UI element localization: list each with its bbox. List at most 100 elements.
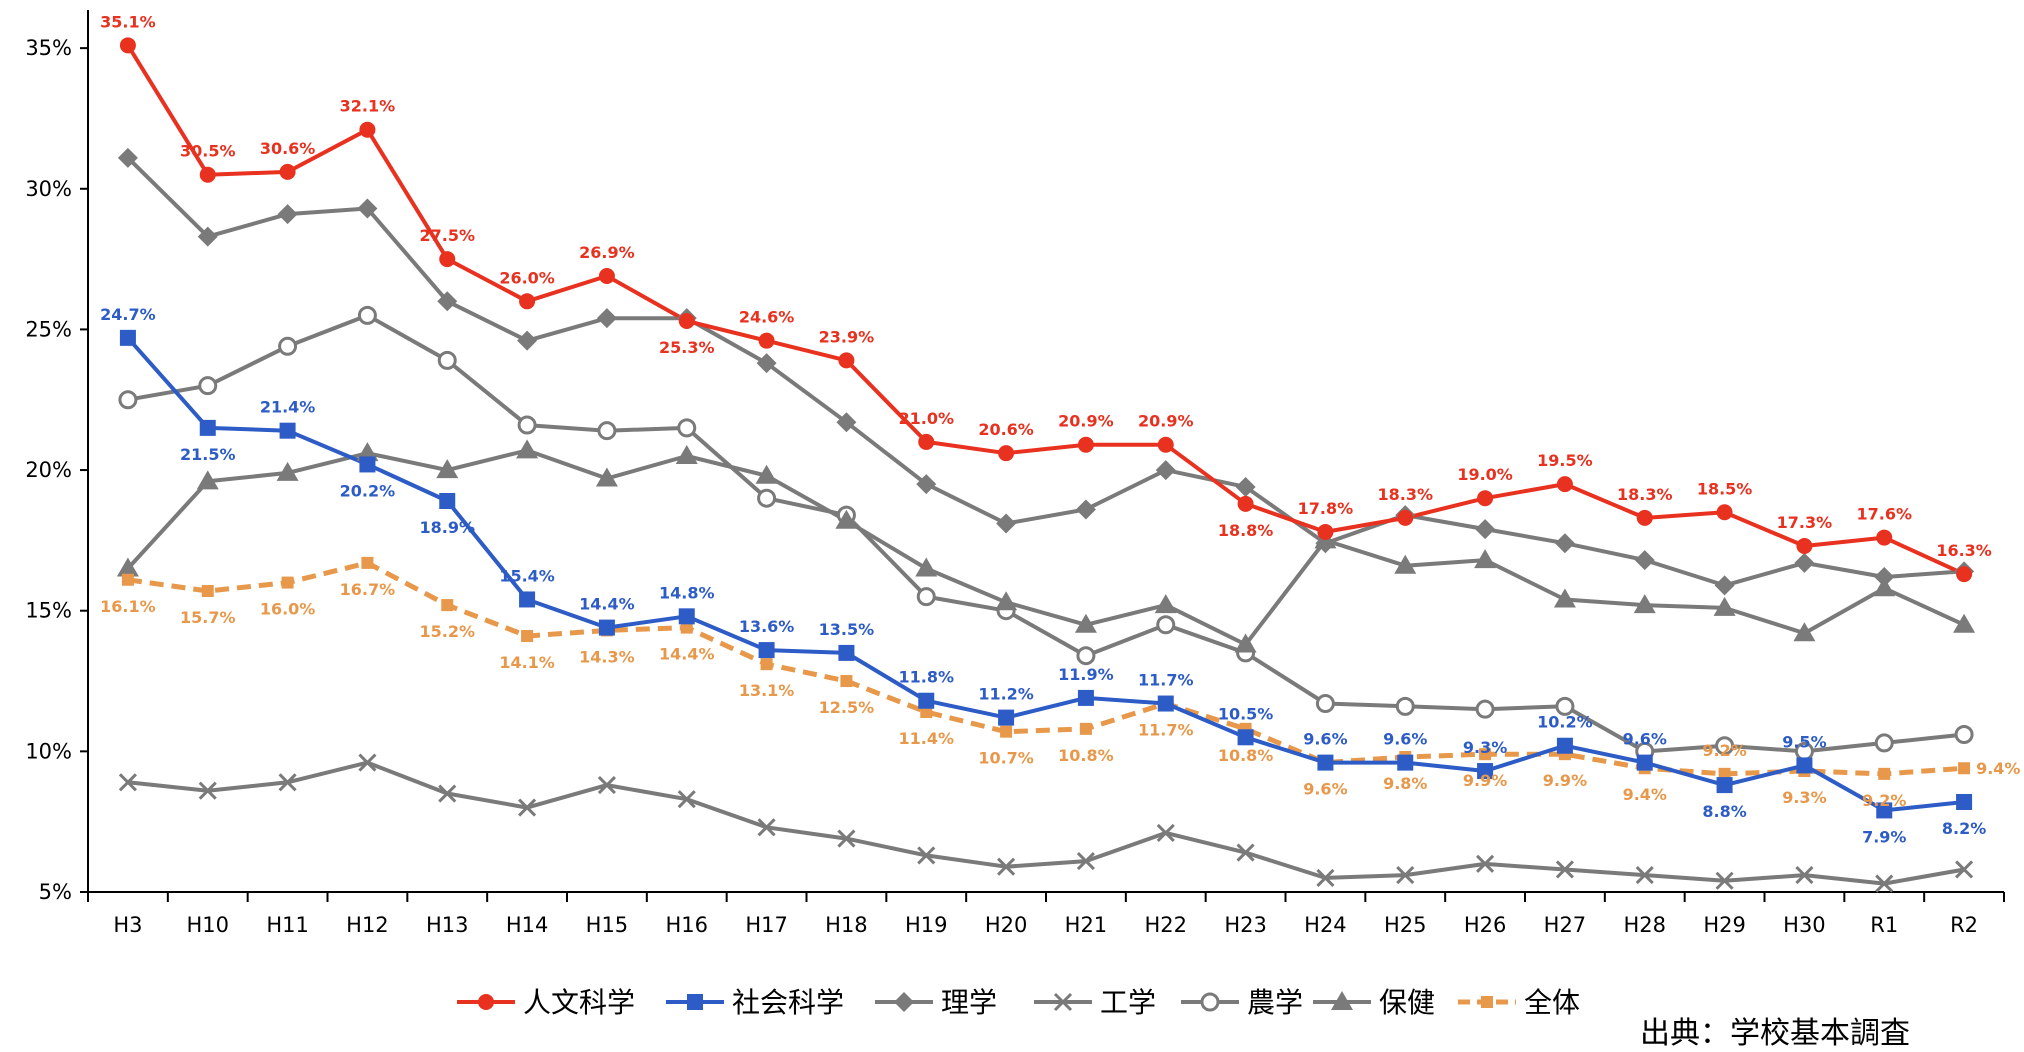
series-1-point bbox=[199, 419, 216, 436]
series-2-point bbox=[1235, 476, 1256, 497]
series-0-point bbox=[1317, 523, 1334, 540]
series-5-point bbox=[915, 557, 938, 577]
series-2-point bbox=[996, 513, 1017, 534]
series-2-point bbox=[1874, 566, 1895, 587]
series-3-point bbox=[1555, 860, 1574, 879]
series-5-point bbox=[1154, 594, 1177, 614]
series-5-point bbox=[1474, 549, 1497, 569]
legend-label: 保健 bbox=[1379, 986, 1435, 1019]
x-tick-label: H22 bbox=[1144, 913, 1187, 937]
data-label: 9.3% bbox=[1782, 788, 1826, 807]
data-label: 24.6% bbox=[739, 308, 795, 327]
data-label: 9.9% bbox=[1543, 771, 1587, 790]
data-label: 9.4% bbox=[1623, 785, 1667, 804]
data-label: 15.4% bbox=[499, 566, 555, 585]
legend-marker bbox=[1481, 996, 1493, 1008]
series-4-point bbox=[757, 488, 777, 508]
data-label: 18.3% bbox=[1617, 485, 1673, 504]
series-0-point bbox=[1556, 476, 1573, 493]
data-label: 13.1% bbox=[739, 681, 795, 700]
legend-item-1: 社会科学 bbox=[666, 986, 844, 1019]
data-label: 17.8% bbox=[1298, 499, 1354, 518]
series-6-point bbox=[760, 658, 773, 671]
series-0-point bbox=[1077, 436, 1094, 453]
data-label: 9.4% bbox=[1976, 759, 2020, 778]
series-line-4 bbox=[127, 313, 1965, 754]
data-label: 14.4% bbox=[659, 645, 715, 664]
series-1-point bbox=[758, 642, 775, 659]
data-label: 14.4% bbox=[579, 595, 635, 614]
data-label: 30.5% bbox=[180, 142, 236, 161]
axes: 5% 10% 15% 20% 25% 30% 35% H3 H10 H11 H12 H13 H14 H15… bbox=[25, 10, 2005, 937]
x-tick-label: H29 bbox=[1703, 913, 1746, 937]
x-tick-label: R1 bbox=[1870, 913, 1898, 937]
series-3-point bbox=[837, 829, 856, 848]
data-label: 8.8% bbox=[1702, 802, 1746, 821]
data-label: 17.3% bbox=[1777, 513, 1833, 532]
x-tick-label: H28 bbox=[1623, 913, 1666, 937]
series-5-point bbox=[1793, 622, 1816, 642]
data-label: 18.9% bbox=[419, 518, 475, 537]
series-line-6 bbox=[127, 560, 1965, 777]
series-line-3 bbox=[127, 760, 1965, 886]
series-3-point bbox=[917, 846, 936, 865]
series-4-point bbox=[1395, 696, 1415, 716]
series-4-point bbox=[1555, 696, 1575, 716]
series-3-point bbox=[1715, 871, 1734, 890]
legend-marker bbox=[478, 994, 494, 1010]
series-3-point bbox=[1396, 866, 1415, 885]
series-line-0 bbox=[126, 44, 1965, 576]
series-4-point bbox=[916, 587, 936, 607]
legend-marker bbox=[1053, 992, 1073, 1012]
series-3-point bbox=[1635, 866, 1654, 885]
series-1-point bbox=[1716, 777, 1733, 794]
series-4-point bbox=[1954, 724, 1974, 744]
series-2-point bbox=[1075, 499, 1096, 520]
x-tick-label: H12 bbox=[346, 913, 389, 937]
x-tick-label: R2 bbox=[1950, 913, 1978, 937]
series-0-point bbox=[439, 251, 456, 268]
series-3-point bbox=[1236, 843, 1255, 862]
series-1-point bbox=[1796, 757, 1813, 774]
data-label: 12.5% bbox=[819, 698, 875, 717]
data-label: 26.0% bbox=[499, 268, 555, 287]
series-6-point bbox=[1958, 762, 1971, 775]
series-2-point bbox=[836, 412, 857, 433]
series-1-point bbox=[519, 591, 536, 608]
series-2-point bbox=[1714, 575, 1735, 596]
series-4-point bbox=[198, 376, 218, 396]
legend-item-6: 全体 bbox=[1458, 986, 1580, 1019]
data-label: 14.1% bbox=[499, 653, 555, 672]
x-tick-label: H25 bbox=[1384, 913, 1427, 937]
series-2-point bbox=[117, 147, 138, 168]
series-0-point bbox=[1636, 509, 1653, 526]
data-label: 25.3% bbox=[659, 338, 715, 357]
data-label: 18.3% bbox=[1377, 485, 1433, 504]
series-6-point bbox=[281, 576, 294, 589]
series-5-point bbox=[1074, 613, 1097, 633]
data-label: 18.5% bbox=[1697, 479, 1753, 498]
series-1-point bbox=[1876, 802, 1893, 819]
series-5-point bbox=[595, 467, 618, 487]
series-5-point bbox=[276, 461, 299, 481]
data-label: 35.1% bbox=[100, 12, 156, 31]
series-6-point bbox=[1479, 748, 1492, 761]
series-0-point bbox=[1796, 538, 1813, 555]
data-labels: 35.1% 30.5% 30.6% 32.1% 27.5% 26.0% 26.9% 25.3%… bbox=[100, 12, 2020, 846]
data-label: 20.9% bbox=[1058, 412, 1114, 431]
series-4-point bbox=[1715, 736, 1735, 756]
series-4-point bbox=[118, 390, 138, 410]
series-1-point bbox=[598, 619, 615, 636]
data-label: 15.2% bbox=[419, 622, 475, 641]
series-line-2 bbox=[126, 156, 1965, 588]
series-2-point bbox=[756, 353, 777, 374]
series-1-point bbox=[998, 709, 1015, 726]
x-tick-label: H14 bbox=[506, 913, 549, 937]
series-6-point bbox=[121, 573, 134, 586]
series-0-point bbox=[1876, 529, 1893, 546]
data-label: 21.0% bbox=[898, 409, 954, 428]
series-1-point bbox=[359, 456, 376, 473]
series-5-point bbox=[1713, 596, 1736, 616]
series-2-point bbox=[437, 291, 458, 312]
